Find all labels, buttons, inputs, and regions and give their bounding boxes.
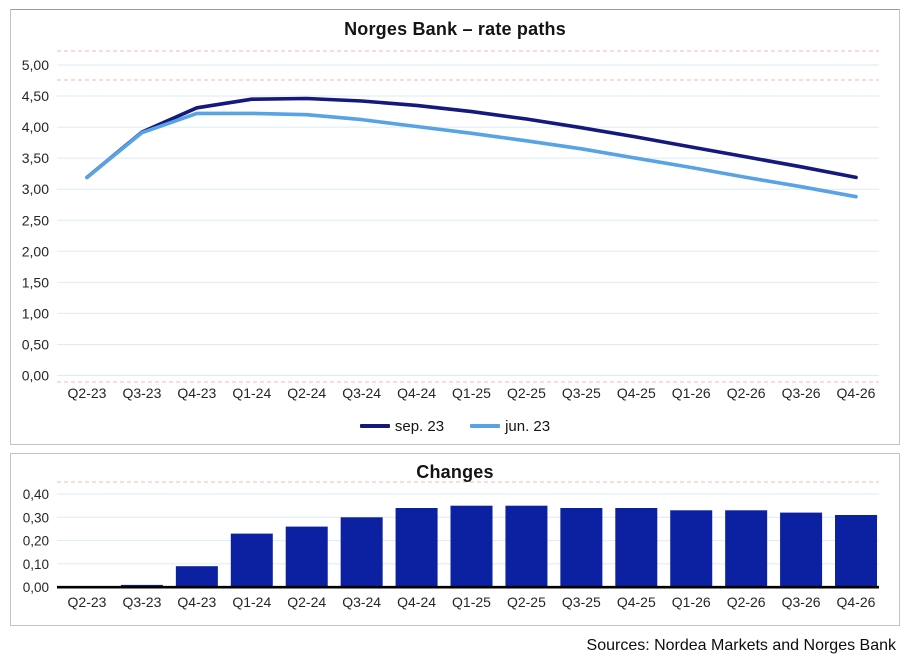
x-tick-label: Q3-23 [122,594,161,610]
bar-Q1-25 [450,505,493,588]
y-tick-label: 0,00 [22,368,49,384]
jun23-line-swatch-icon [470,424,501,428]
y-tick-label: 0,00 [23,580,49,595]
changes-chart-panel: 0,40 0,30 0,20 0,10 0,00 Q2-23 Q3-23 Q4-23 Q1-24… [10,453,900,626]
x-tick-label: Q3-23 [122,385,161,401]
x-tick-label: Q4-26 [837,385,876,401]
y-tick-label: 0,50 [22,336,49,352]
bar-Q3-25 [560,508,603,588]
legend-item-jun23: jun. 23 [470,418,550,435]
rate-paths-legend: sep. 23 jun. 23 [11,412,899,440]
bar-Q2-24 [285,526,328,588]
x-tick-label: Q1-25 [452,594,491,610]
bar-Q2-26 [725,510,768,588]
sep23-line-swatch-icon [359,424,390,428]
x-tick-label: Q1-24 [232,594,271,610]
y-tick-label: 3,50 [22,150,49,166]
y-tick-label: 0,40 [23,487,49,502]
x-tick-label: Q3-24 [342,385,381,401]
x-tick-label: Q4-23 [177,594,216,610]
legend-label-sep23: sep. 23 [394,417,445,435]
bar-Q1-26 [670,510,713,588]
y-tick-label: 0,30 [23,510,49,525]
y-tick-label: 0,20 [23,534,49,549]
x-tick-label: Q2-23 [68,385,107,401]
x-tick-label: Q3-26 [782,594,821,610]
bar-Q4-26 [835,515,878,588]
x-tick-label: Q2-23 [68,594,107,610]
y-tick-label: 4,00 [22,119,49,135]
y-tick-label: 1,50 [22,274,49,290]
x-tick-label: Q2-25 [507,594,546,610]
y-tick-label: 1,00 [22,305,49,321]
x-tick-label: Q1-25 [452,385,491,401]
bar-Q3-26 [780,512,823,588]
x-tick-label: Q4-24 [397,385,436,401]
y-tick-label: 5,00 [22,57,49,73]
changes-chart-title: Changes [416,462,494,482]
series-line-jun23 [85,111,858,199]
changes-bar-chart: 0,40 0,30 0,20 0,10 0,00 Q2-23 Q3-23 Q4-23 Q1-24… [23,481,879,610]
x-tick-label: Q4-26 [837,594,876,610]
source-note: Sources: Nordea Markets and Norges Bank [586,637,896,654]
rate-paths-line-chart: 5,00 4,50 4,00 3,50 3,00 2,50 2,00 1,50 1,00 0,50… [22,50,879,401]
x-tick-label: Q3-25 [562,385,601,401]
rate-paths-chart-panel: 5,00 4,50 4,00 3,50 3,00 2,50 2,00 1,50 1,00 0,50… [10,9,900,445]
bar-Q4-25 [615,508,658,588]
x-tick-label: Q3-25 [562,594,601,610]
bar-Q1-24 [230,533,273,588]
x-tick-label: Q2-24 [287,594,326,610]
series-line-sep23 [85,96,858,180]
y-tick-label: 2,00 [22,243,49,259]
x-tick-label: Q4-23 [177,385,216,401]
y-tick-label: 2,50 [22,212,49,228]
x-tick-label: Q4-24 [397,594,436,610]
bar-Q4-23 [175,566,218,588]
bar-Q4-24 [395,508,438,588]
y-tick-label: 4,50 [22,88,49,104]
legend-item-sep23: sep. 23 [359,417,445,435]
x-tick-label: Q2-26 [727,385,766,401]
x-tick-label: Q1-26 [672,385,711,401]
x-tick-label: Q2-25 [507,385,546,401]
x-tick-label: Q3-24 [342,594,381,610]
x-tick-label: Q2-24 [287,385,326,401]
x-tick-label: Q1-24 [232,385,271,401]
x-tick-label: Q2-26 [727,594,766,610]
legend-label-jun23: jun. 23 [505,417,551,435]
x-tick-label: Q1-26 [672,594,711,610]
bar-Q2-25 [505,505,548,588]
x-tick-label: Q4-25 [617,594,656,610]
y-tick-label: 3,00 [22,181,49,197]
y-tick-label: 0,10 [23,557,49,572]
x-tick-label: Q4-25 [617,385,656,401]
bar-Q3-24 [340,517,383,588]
rate-paths-chart-title: Norges Bank – rate paths [344,19,566,39]
x-tick-label: Q3-26 [782,385,821,401]
